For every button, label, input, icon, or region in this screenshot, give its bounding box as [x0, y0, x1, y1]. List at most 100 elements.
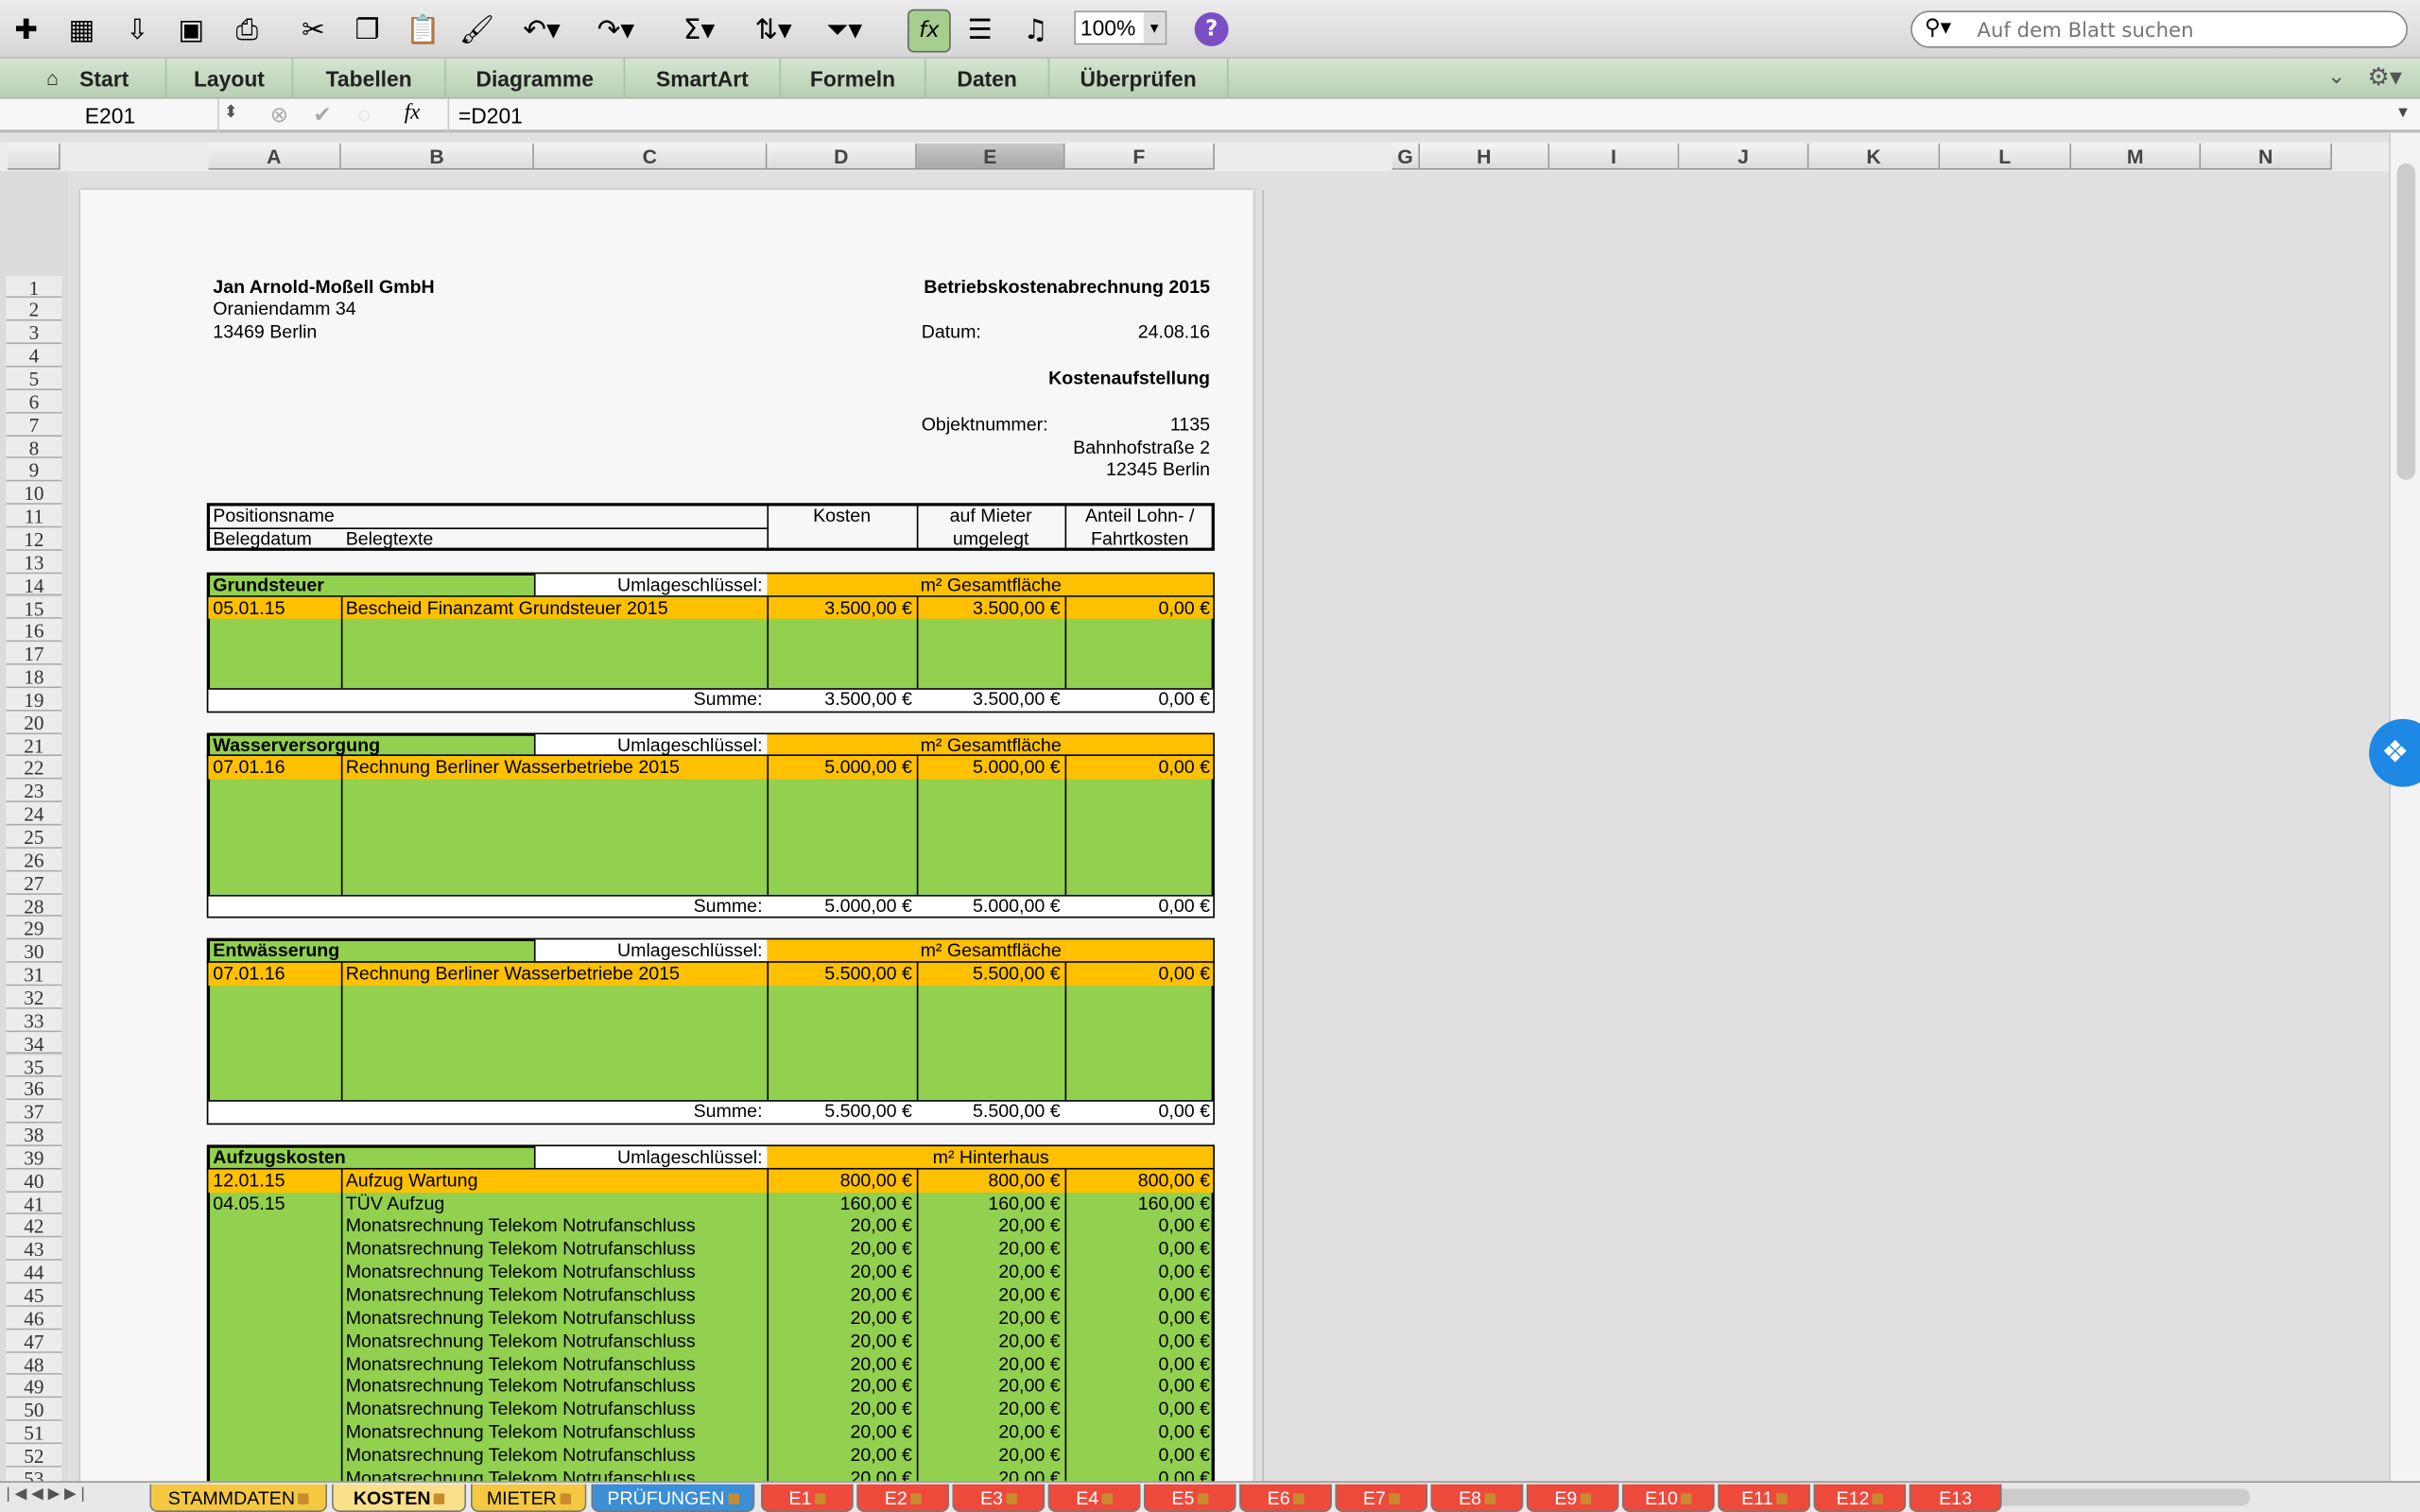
select-all-button[interactable] — [8, 143, 60, 170]
tab-5[interactable]: Formeln — [781, 59, 926, 99]
search-input[interactable] — [1974, 15, 2397, 46]
expand-formula-icon[interactable]: ▼ — [2394, 105, 2411, 122]
row-header[interactable]: 52 — [6, 1444, 62, 1467]
row-header[interactable]: 42 — [6, 1214, 62, 1238]
column-header-l[interactable]: L — [1940, 143, 2072, 170]
toolbox-icon[interactable]: ☰ — [967, 12, 993, 46]
sheet-tab-e2[interactable]: E2 — [856, 1484, 950, 1512]
paste-icon[interactable]: 📋 — [406, 12, 441, 46]
row-header[interactable]: 19 — [6, 687, 62, 711]
row-header[interactable]: 21 — [6, 733, 62, 757]
sheet-tab-kosten[interactable]: KOSTEN — [332, 1484, 467, 1512]
new-icon[interactable]: ✚ — [14, 12, 39, 46]
row-header[interactable]: 20 — [6, 711, 62, 734]
tab-1[interactable]: Layout — [166, 59, 294, 99]
dropbox-icon[interactable]: ❖ — [2369, 718, 2420, 787]
row-header[interactable]: 37 — [6, 1100, 62, 1124]
row-header[interactable]: 18 — [6, 664, 62, 688]
row-header[interactable]: 7 — [6, 413, 62, 436]
sheet-tab-e6[interactable]: E6 — [1239, 1484, 1332, 1512]
row-header[interactable]: 51 — [6, 1420, 62, 1444]
fx-icon[interactable]: fx — [404, 101, 421, 126]
row-header[interactable]: 44 — [6, 1261, 62, 1283]
column-header-b[interactable]: B — [340, 143, 534, 170]
row-header[interactable]: 30 — [6, 939, 62, 963]
tab-navigation-arrows[interactable]: |◀◀▶▶| — [6, 1486, 90, 1503]
sheet-tab-e11[interactable]: E11 — [1718, 1484, 1811, 1512]
row-header[interactable]: 31 — [6, 962, 62, 986]
redo-icon[interactable]: ↷▾ — [596, 12, 635, 46]
column-header-n[interactable]: N — [2201, 143, 2332, 170]
row-header[interactable]: 5 — [6, 367, 62, 390]
row-header[interactable]: 38 — [6, 1123, 62, 1146]
row-header[interactable]: 25 — [6, 825, 62, 849]
row-header[interactable]: 48 — [6, 1352, 62, 1375]
row-header[interactable]: 32 — [6, 986, 62, 1009]
undo-icon[interactable]: ↶▾ — [523, 12, 561, 46]
sheet-tab-e12[interactable]: E12 — [1813, 1484, 1907, 1512]
row-header[interactable]: 14 — [6, 573, 62, 596]
sheet-tab-e9[interactable]: E9 — [1526, 1484, 1619, 1512]
sheet-tab-e7[interactable]: E7 — [1335, 1484, 1428, 1512]
print-icon[interactable]: ⎙ — [235, 12, 258, 46]
row-header[interactable]: 41 — [6, 1192, 62, 1215]
row-header[interactable]: 9 — [6, 458, 62, 482]
row-header[interactable]: 12 — [6, 527, 62, 551]
tab-7[interactable]: Überprüfen — [1049, 59, 1229, 99]
row-header[interactable]: 24 — [6, 802, 62, 826]
sheet-tab-prüfungen[interactable]: PRÜFUNGEN — [591, 1484, 755, 1512]
row-header[interactable]: 35 — [6, 1054, 62, 1077]
column-header-c[interactable]: C — [533, 143, 768, 170]
row-header[interactable]: 10 — [6, 481, 62, 505]
row-header[interactable]: 22 — [6, 756, 62, 780]
sheet-tab-mieter[interactable]: MIETER — [470, 1484, 587, 1512]
row-header[interactable]: 26 — [6, 848, 62, 871]
chevron-down-icon[interactable]: ⌄ — [2327, 62, 2346, 89]
row-header[interactable]: 13 — [6, 550, 62, 574]
function-icon[interactable]: fx — [907, 9, 951, 53]
row-header[interactable]: 33 — [6, 1008, 62, 1032]
search-icon[interactable]: ⚲▾ — [1924, 15, 1952, 41]
sheet-tab-stammdaten[interactable]: STAMMDATEN — [149, 1484, 328, 1512]
tab-4[interactable]: SmartArt — [625, 59, 782, 99]
help-icon[interactable]: ? — [1194, 12, 1229, 46]
row-header[interactable]: 39 — [6, 1145, 62, 1169]
row-header[interactable]: 29 — [6, 917, 62, 940]
row-header[interactable]: 17 — [6, 642, 62, 665]
sheet-tab-e5[interactable]: E5 — [1143, 1484, 1236, 1512]
row-header[interactable]: 45 — [6, 1283, 62, 1307]
column-header-a[interactable]: A — [208, 143, 341, 170]
row-header[interactable]: 4 — [6, 344, 62, 368]
column-header-i[interactable]: I — [1549, 143, 1680, 170]
row-header[interactable]: 50 — [6, 1398, 62, 1421]
save-icon[interactable]: ▣ — [178, 12, 205, 46]
tab-0[interactable]: ⌂ Start — [0, 59, 167, 99]
sort-icon[interactable]: ⇅▾ — [754, 12, 792, 46]
sheet-tab-e10[interactable]: E10 — [1621, 1484, 1715, 1512]
name-box-stepper[interactable]: ⬍ — [223, 103, 238, 122]
zoom-select[interactable]: 100% ▼ — [1074, 10, 1167, 45]
name-box[interactable]: E201 — [0, 98, 219, 133]
row-header[interactable]: 15 — [6, 596, 62, 619]
autosum-icon[interactable]: Σ▾ — [683, 12, 716, 46]
row-header[interactable]: 27 — [6, 870, 62, 894]
column-header-m[interactable]: M — [2071, 143, 2202, 170]
cancel-icon[interactable]: ⊗ — [269, 101, 288, 127]
sheet-tab-e13[interactable]: E13 — [1909, 1484, 2002, 1512]
copy-icon[interactable]: ❐ — [354, 12, 380, 46]
format-brush-icon[interactable]: 🖌 — [458, 12, 495, 46]
scroll-thumb[interactable] — [2396, 163, 2416, 480]
sheet-tab-e4[interactable]: E4 — [1047, 1484, 1141, 1512]
row-header[interactable]: 1 — [6, 275, 62, 299]
row-header[interactable]: 2 — [6, 298, 62, 321]
row-header[interactable]: 40 — [6, 1169, 62, 1193]
column-header-g[interactable]: G — [1392, 143, 1421, 170]
vertical-scrollbar[interactable] — [2389, 132, 2420, 1482]
tab-2[interactable]: Tabellen — [293, 59, 446, 99]
sheet-tab-e1[interactable]: E1 — [760, 1484, 854, 1512]
sheet-tab-e8[interactable]: E8 — [1430, 1484, 1524, 1512]
row-header[interactable]: 6 — [6, 389, 62, 413]
row-header[interactable]: 46 — [6, 1306, 62, 1330]
filter-icon[interactable]: ⏷▾ — [825, 12, 863, 46]
media-icon[interactable]: ♫ — [1023, 12, 1048, 46]
